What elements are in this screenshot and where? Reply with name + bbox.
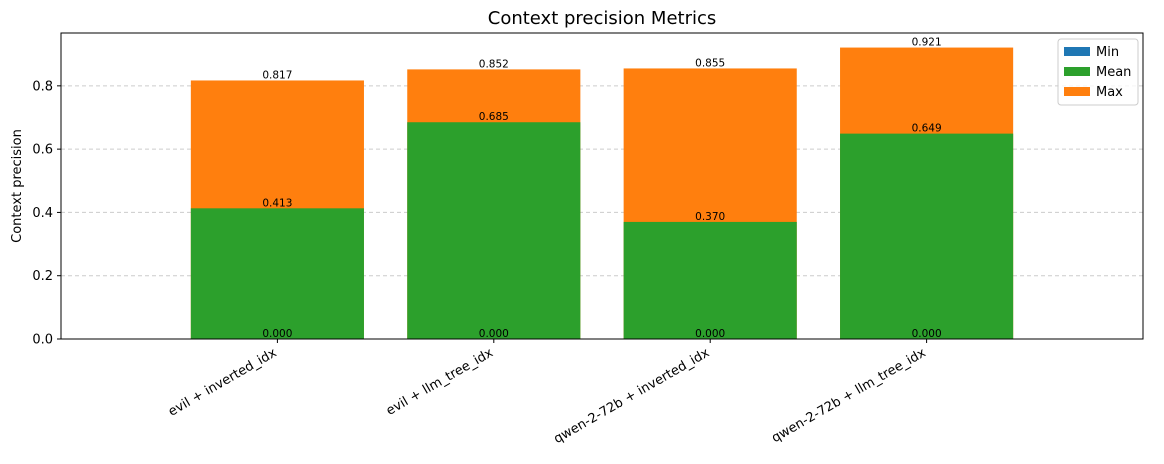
x-axis: evil + inverted_idx evil + llm_tree_idx qw…	[166, 339, 929, 447]
data-label-max: 0.817	[262, 69, 292, 81]
data-label-max: 0.852	[479, 58, 509, 70]
y-tick-label: 0.8	[32, 79, 53, 94]
bars	[190, 47, 1014, 339]
y-tick-label: 0.4	[32, 206, 53, 221]
x-tick-label: evil + llm_tree_idx	[384, 345, 496, 418]
data-label-min: 0.000	[262, 328, 292, 340]
x-tick-label: evil + inverted_idx	[166, 345, 280, 419]
y-tick-label: 0.6	[32, 143, 53, 158]
data-label-min: 0.000	[479, 328, 509, 340]
bar-mean	[840, 133, 1014, 339]
data-label-min: 0.000	[912, 328, 942, 340]
chart-title: Context precision Metrics	[488, 8, 717, 29]
y-axis-label: Context precision	[10, 129, 25, 243]
data-label-mean: 0.413	[262, 197, 292, 209]
plot-frame	[60, 32, 1144, 340]
x-tick-label: qwen-2-72b + inverted_idx	[551, 345, 712, 447]
bar-mean	[190, 208, 364, 339]
y-tick-label: 0.2	[32, 269, 53, 284]
grid-lines	[61, 85, 1143, 277]
data-label-max: 0.855	[695, 57, 725, 69]
y-tick-label: 0.0	[32, 333, 53, 348]
legend-swatch	[1064, 67, 1090, 76]
legend-label: Mean	[1096, 65, 1131, 80]
bar-mean	[623, 221, 797, 339]
legend: Min Mean Max	[1057, 38, 1139, 106]
y-axis: 0.0 0.2 0.4 0.6 0.8	[32, 79, 61, 348]
data-label-min: 0.000	[695, 328, 725, 340]
legend-swatch	[1064, 47, 1090, 56]
legend-swatch	[1064, 87, 1090, 96]
data-label-mean: 0.370	[695, 211, 725, 223]
data-label-mean: 0.649	[912, 123, 942, 135]
data-labels: 0.000 0.000 0.000 0.000 0.413 0.685 0.370 0.649…	[262, 37, 941, 340]
bar-mean	[407, 122, 581, 339]
data-label-mean: 0.685	[479, 111, 509, 123]
data-label-max: 0.921	[912, 37, 942, 49]
legend-label: Min	[1096, 45, 1119, 60]
x-tick-label: qwen-2-72b + llm_tree_idx	[769, 345, 929, 446]
legend-label: Max	[1096, 85, 1123, 100]
